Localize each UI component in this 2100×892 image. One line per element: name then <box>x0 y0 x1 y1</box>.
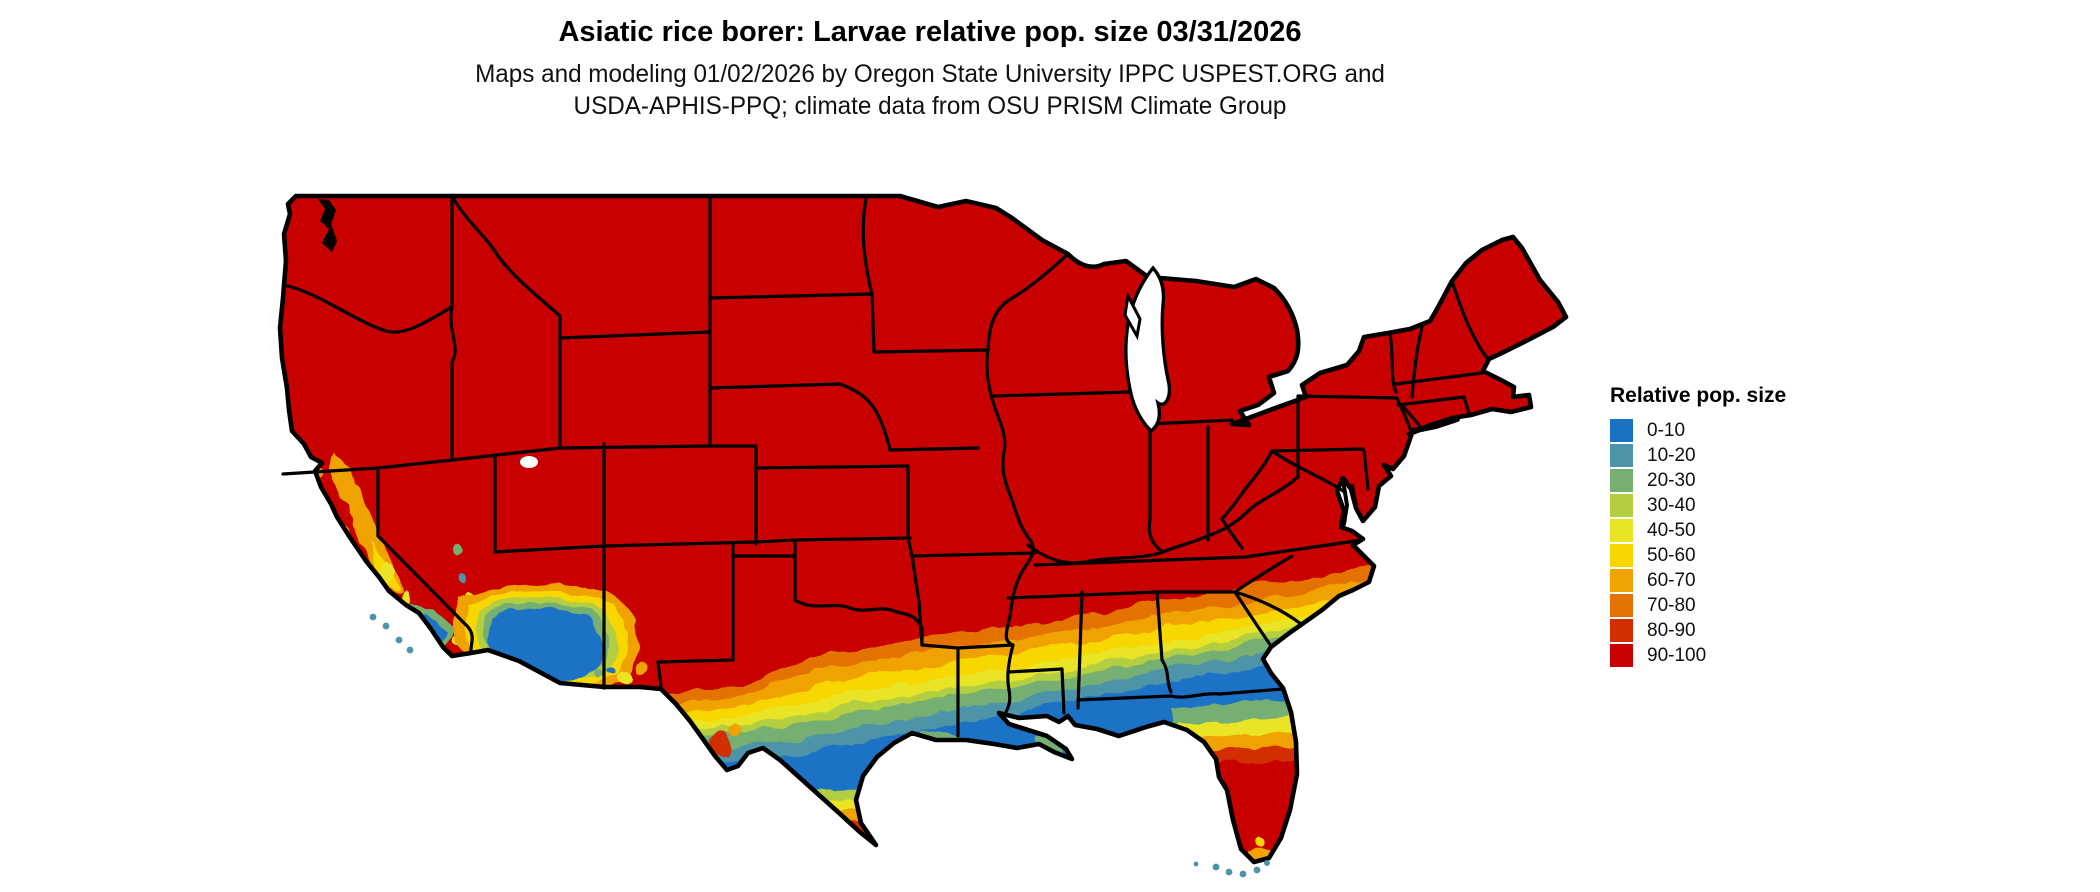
green-bay <box>1123 291 1142 341</box>
map-subtitle: Maps and modeling 01/02/2026 by Oregon S… <box>28 58 1832 122</box>
puget-sound <box>318 199 337 252</box>
legend-swatch-90-100 <box>1610 644 1633 667</box>
legend-label: 20-30 <box>1647 469 1696 491</box>
legend-swatch-60-70 <box>1610 569 1633 592</box>
legend-swatch-20-30 <box>1610 469 1633 492</box>
legend-item-70-80: 70-80 <box>1610 593 1902 618</box>
legend: Relative pop. size 0-10 10-20 20-30 30-4… <box>1602 384 1902 668</box>
long-island <box>1409 416 1460 434</box>
legend-swatch-80-90 <box>1610 619 1633 642</box>
legend-label: 0-10 <box>1647 419 1686 441</box>
lake-michigan <box>1124 265 1172 434</box>
legend-label: 30-40 <box>1647 494 1696 516</box>
legend-label: 80-90 <box>1647 619 1696 641</box>
legend-label: 10-20 <box>1647 444 1696 466</box>
legend-item-20-30: 20-30 <box>1610 468 1902 493</box>
legend-label: 70-80 <box>1647 594 1696 616</box>
legend-swatch-40-50 <box>1610 519 1633 542</box>
state-borders <box>281 194 1489 738</box>
legend-swatch-10-20 <box>1610 444 1633 467</box>
us-outline <box>277 193 1569 865</box>
legend-label: 50-60 <box>1647 544 1696 566</box>
legend-item-30-40: 30-40 <box>1610 493 1902 518</box>
channel-islands <box>369 613 414 654</box>
florida-keys <box>1193 860 1270 878</box>
chesapeake-bay <box>1341 478 1358 526</box>
legend-swatch-70-80 <box>1610 594 1633 617</box>
legend-swatch-30-40 <box>1610 494 1633 517</box>
legend-swatch-0-10 <box>1610 419 1633 442</box>
legend-item-40-50: 40-50 <box>1610 518 1902 543</box>
subtitle-line-1: Maps and modeling 01/02/2026 by Oregon S… <box>475 60 1385 88</box>
great-salt-lake <box>520 456 538 468</box>
legend-swatch-50-60 <box>1610 544 1633 567</box>
legend-label: 40-50 <box>1647 519 1696 541</box>
legend-item-10-20: 10-20 <box>1610 443 1902 468</box>
legend-label: 90-100 <box>1647 644 1707 666</box>
legend-item-0-10: 0-10 <box>1610 418 1902 443</box>
base-class-90-100 <box>280 196 1566 862</box>
legend-item-60-70: 60-70 <box>1610 568 1902 593</box>
map-title: Asiatic rice borer: Larvae relative pop.… <box>558 16 1302 48</box>
legend-title: Relative pop. size <box>1610 384 1787 407</box>
subtitle-line-2: USDA-APHIS-PPQ; climate data from OSU PR… <box>573 92 1287 120</box>
map-fill-layers <box>280 196 1566 862</box>
legend-item-50-60: 50-60 <box>1610 543 1902 568</box>
legend-item-80-90: 80-90 <box>1610 618 1902 643</box>
legend-item-90-100: 90-100 <box>1610 643 1902 668</box>
legend-label: 60-70 <box>1647 569 1696 591</box>
